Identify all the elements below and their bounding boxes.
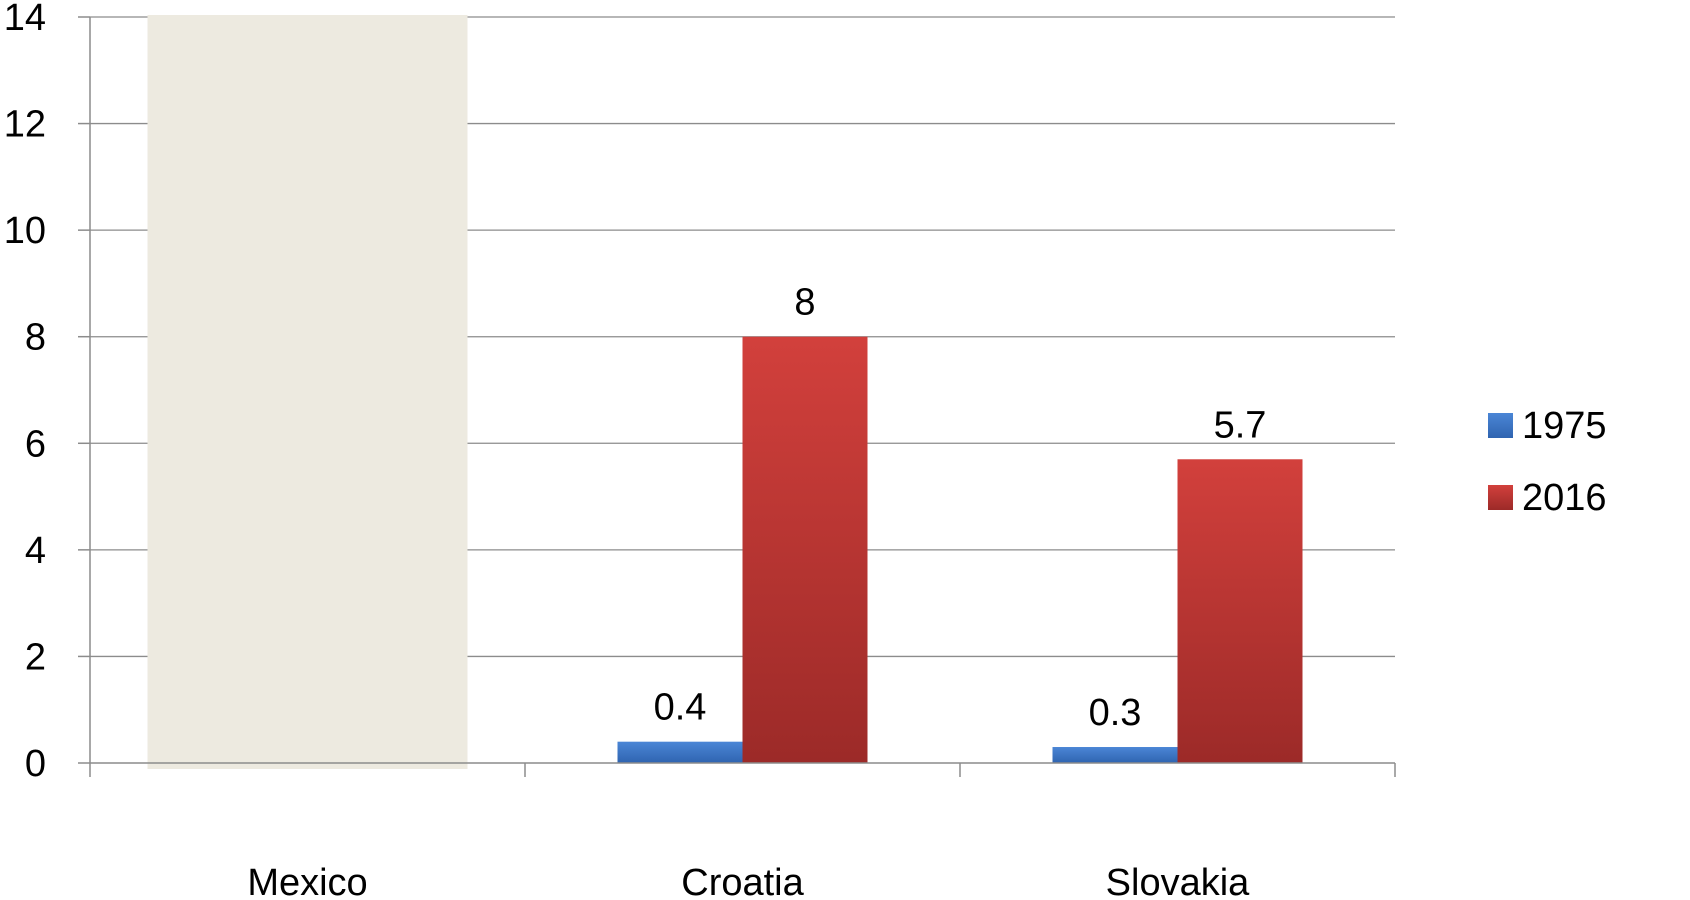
y-tick-label: 0 xyxy=(25,743,46,785)
bar-2016-slovakia xyxy=(1177,459,1303,763)
y-tick-label: 8 xyxy=(25,317,46,359)
bar-1975-croatia xyxy=(617,741,743,763)
data-label-2016-slovakia: 5.7 xyxy=(1214,404,1267,446)
x-tick-label-slovakia: Slovakia xyxy=(1106,862,1250,900)
bar-2016-croatia xyxy=(742,336,868,763)
bars xyxy=(617,336,1303,763)
x-tick-label-croatia: Croatia xyxy=(681,862,804,900)
legend-swatch-1975 xyxy=(1488,413,1513,438)
legend: 1975 2016 xyxy=(1488,405,1607,519)
y-tick-label: 12 xyxy=(4,104,46,146)
y-tick-label: 14 xyxy=(4,0,46,39)
y-tick-label: 2 xyxy=(25,636,46,678)
x-tick-label-mexico: Mexico xyxy=(247,862,367,900)
legend-swatch-2016 xyxy=(1488,485,1513,510)
data-labels: 0.4 0.3 8 5.7 xyxy=(654,282,1267,734)
masked-bar-area xyxy=(147,15,468,769)
y-tick-label: 10 xyxy=(4,210,46,252)
axes: 0 2 4 6 8 10 12 14 Mexico Croatia Slovakia xyxy=(4,0,1396,900)
legend-label-2016: 2016 xyxy=(1522,477,1607,519)
data-label-1975-croatia: 0.4 xyxy=(654,687,707,729)
masked-region xyxy=(147,15,468,769)
y-tick-label: 4 xyxy=(25,530,46,572)
y-tick-label: 6 xyxy=(25,423,46,465)
data-label-1975-slovakia: 0.3 xyxy=(1089,692,1142,734)
data-label-2016-croatia: 8 xyxy=(794,282,815,324)
bar-1975-slovakia xyxy=(1052,747,1178,763)
legend-label-1975: 1975 xyxy=(1522,405,1607,447)
